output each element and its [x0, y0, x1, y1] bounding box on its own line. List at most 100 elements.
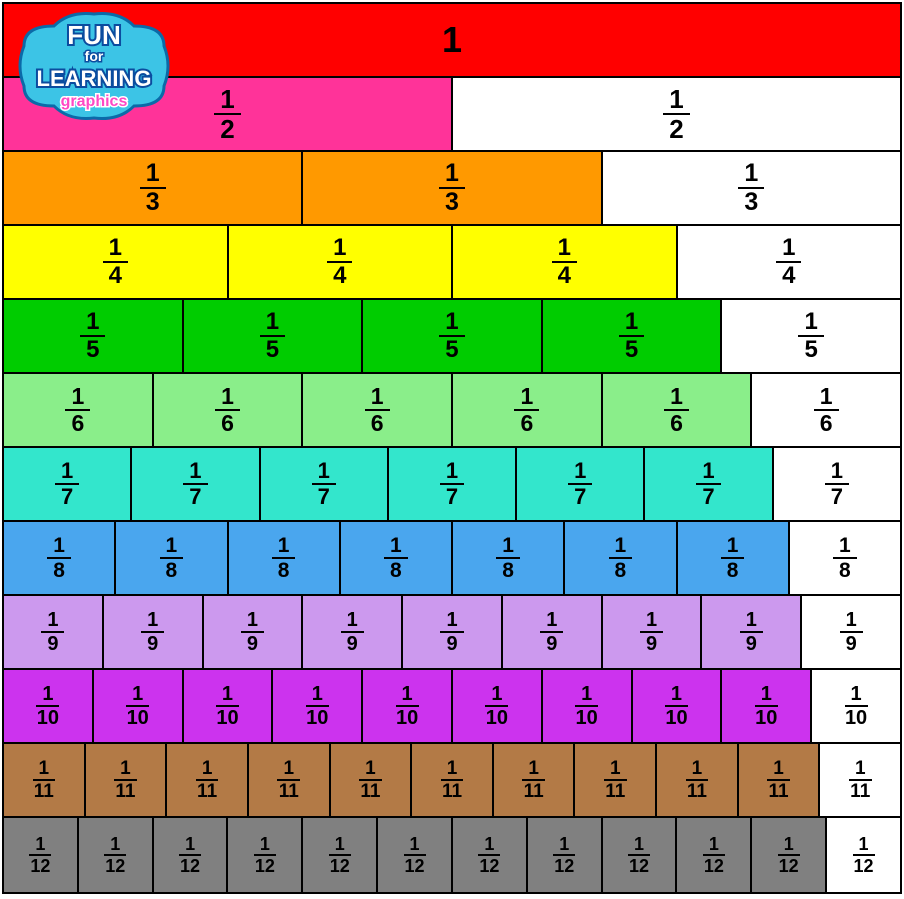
fraction-cell: 19 [403, 596, 503, 670]
fraction-label: 17 [55, 460, 79, 508]
fraction-denominator: 12 [330, 856, 350, 875]
fraction-denominator: 3 [445, 189, 459, 215]
fraction-numerator: 1 [277, 759, 300, 781]
fraction-cell: 18 [565, 522, 677, 596]
fraction-cell: 110 [363, 670, 453, 744]
fraction-numerator: 1 [439, 161, 465, 189]
fraction-cell: 17 [774, 448, 900, 522]
fraction-cell: 19 [802, 596, 900, 670]
fraction-label: 18 [609, 535, 633, 581]
fraction-cell: 15 [363, 300, 543, 374]
fraction-label: 15 [260, 310, 285, 362]
fraction-numerator: 1 [755, 684, 778, 707]
fraction-denominator: 7 [574, 485, 586, 508]
fraction-label: 18 [496, 535, 520, 581]
fraction-denominator: 10 [755, 707, 777, 728]
fraction-cell: 110 [184, 670, 274, 744]
fraction-cell: 19 [503, 596, 603, 670]
fraction-denominator: 9 [846, 633, 857, 654]
fraction-numerator: 1 [65, 385, 90, 411]
fraction-cell: 15 [184, 300, 364, 374]
fraction-numerator: 1 [619, 310, 644, 337]
fraction-numerator: 1 [540, 610, 563, 633]
fraction-cell: 13 [603, 152, 900, 226]
fraction-denominator: 8 [278, 559, 290, 581]
fraction-numerator: 1 [568, 460, 592, 485]
fraction-cell: 17 [389, 448, 517, 522]
fraction-cell: 110 [273, 670, 363, 744]
fraction-label: 15 [439, 310, 464, 362]
fraction-denominator: 8 [839, 559, 851, 581]
fraction-cell: 112 [228, 818, 303, 892]
fraction-cell: 19 [303, 596, 403, 670]
fraction-label: 110 [665, 684, 688, 728]
fraction-denominator: 6 [520, 411, 533, 435]
fraction-denominator: 4 [109, 263, 122, 288]
fraction-denominator: 10 [216, 707, 238, 728]
fraction-cell: 13 [4, 152, 303, 226]
fraction-numerator: 1 [522, 759, 545, 781]
fraction-numerator: 1 [312, 460, 336, 485]
fraction-label: 112 [553, 835, 575, 875]
fraction-label: 15 [798, 310, 823, 362]
fraction-denominator: 7 [831, 485, 843, 508]
fraction-cell: 12 [4, 78, 453, 152]
fraction-label: 18 [272, 535, 296, 581]
fraction-row-10: 110110110110110110110110110110 [4, 670, 900, 744]
fraction-cell: 111 [249, 744, 331, 818]
fraction-cell: 110 [94, 670, 184, 744]
fraction-denominator: 11 [687, 781, 707, 801]
fraction-denominator: 12 [629, 856, 649, 875]
fraction-label: 112 [29, 835, 51, 875]
fraction-numerator: 1 [665, 684, 688, 707]
fraction-denominator: 12 [854, 856, 874, 875]
fraction-cell: 18 [453, 522, 565, 596]
fraction-row-8: 1818181818181818 [4, 522, 900, 596]
fraction-denominator: 3 [146, 189, 160, 215]
fraction-label: 110 [845, 684, 868, 728]
fraction-numerator: 1 [849, 759, 872, 781]
fraction-label: 112 [104, 835, 126, 875]
fraction-denominator: 11 [115, 781, 135, 801]
fraction-numerator: 1 [47, 535, 71, 559]
fraction-label: 110 [36, 684, 59, 728]
fraction-numerator: 1 [141, 610, 164, 633]
fraction-numerator: 1 [29, 835, 51, 856]
fraction-denominator: 11 [524, 781, 544, 801]
fraction-numerator: 1 [404, 835, 426, 856]
fraction-cell: 111 [575, 744, 657, 818]
fraction-denominator: 7 [446, 485, 458, 508]
fraction-denominator: 4 [558, 263, 571, 288]
fraction-numerator: 1 [104, 835, 126, 856]
fraction-denominator: 8 [390, 559, 402, 581]
fraction-denominator: 4 [333, 263, 346, 288]
fraction-cell: 110 [633, 670, 723, 744]
fraction-label: 112 [703, 835, 725, 875]
fraction-denominator: 11 [360, 781, 380, 801]
fraction-row-9: 191919191919191919 [4, 596, 900, 670]
fraction-cell: 111 [86, 744, 168, 818]
fraction-cell: 112 [378, 818, 453, 892]
fraction-label: 19 [840, 610, 863, 654]
fraction-row-3: 131313 [4, 152, 900, 226]
fraction-cell: 19 [104, 596, 204, 670]
fraction-denominator: 12 [479, 856, 499, 875]
fraction-numerator: 1 [703, 835, 725, 856]
fraction-numerator: 1 [260, 310, 285, 337]
fraction-denominator: 12 [30, 856, 50, 875]
fraction-cell: 18 [116, 522, 228, 596]
fraction-cell: 110 [4, 670, 94, 744]
fraction-label: 110 [126, 684, 149, 728]
fraction-cell: 17 [261, 448, 389, 522]
fraction-denominator: 12 [255, 856, 275, 875]
fraction-row-1: 1 [4, 4, 900, 78]
fraction-cell: 17 [132, 448, 260, 522]
fraction-label: 12 [214, 86, 240, 142]
fraction-label: 112 [853, 835, 875, 875]
fraction-label: 112 [329, 835, 351, 875]
fraction-numerator: 1 [80, 310, 105, 337]
fraction-numerator: 1 [825, 460, 849, 485]
fraction-label: 19 [540, 610, 563, 654]
fraction-denominator: 12 [779, 856, 799, 875]
fraction-denominator: 6 [221, 411, 234, 435]
